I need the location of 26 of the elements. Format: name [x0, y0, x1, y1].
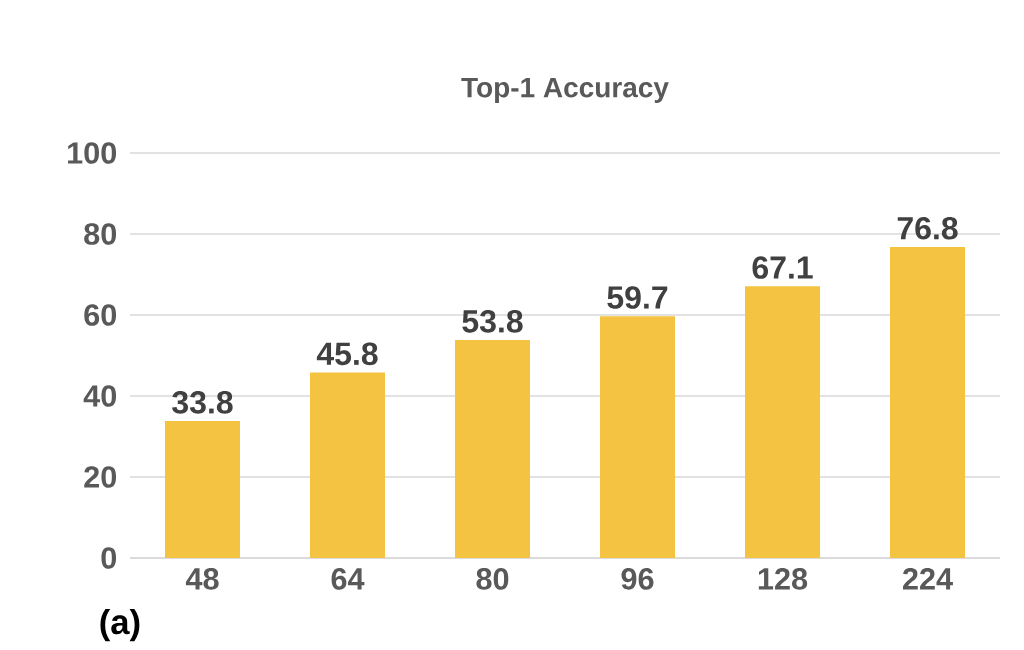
x-tick-label: 48	[185, 568, 219, 590]
x-tick-label: 128	[758, 568, 808, 590]
bar	[165, 421, 240, 558]
x-tick-label: 224	[902, 568, 953, 590]
data-label: 53.8	[462, 310, 523, 333]
data-label: 76.8	[897, 216, 958, 240]
y-tick-label: 60	[84, 304, 117, 326]
text: (a)	[100, 608, 140, 642]
y-tick-label: 80	[84, 223, 117, 245]
bar	[310, 372, 385, 558]
y-tick-label: 40	[83, 385, 117, 407]
y-tick-label: 0	[101, 547, 117, 569]
bar	[455, 340, 530, 558]
x-tick-label: 96	[621, 568, 654, 590]
bar	[600, 316, 676, 558]
data-label: 59.7	[607, 286, 668, 309]
bar	[890, 246, 966, 558]
y-tick-label: 100	[68, 142, 117, 164]
data-label: 33.8	[172, 391, 233, 414]
chart-title: Top-1 Accuracy	[461, 77, 669, 103]
x-tick-label: 80	[476, 568, 509, 590]
y-tick-label: 20	[84, 466, 117, 488]
x-tick-label: 64	[331, 568, 365, 590]
data-label: 67.1	[752, 256, 813, 279]
data-label: 45.8	[316, 342, 378, 366]
bar	[745, 286, 821, 558]
